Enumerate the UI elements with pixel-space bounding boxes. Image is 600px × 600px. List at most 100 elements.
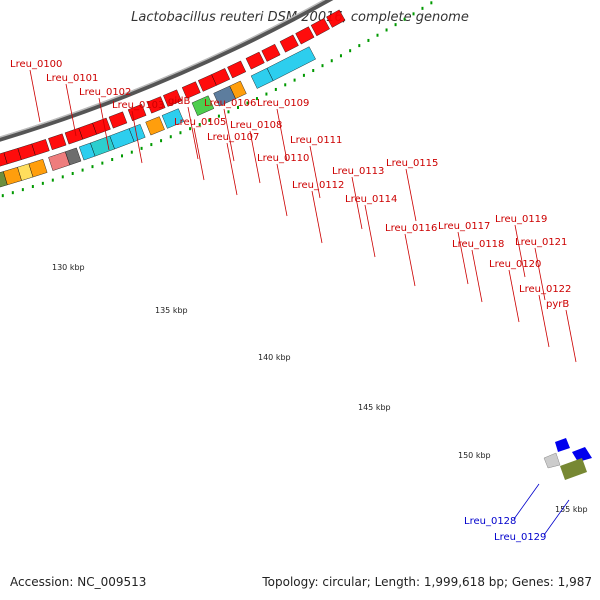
tick-mark <box>284 83 287 87</box>
tick-label: 135 kbp <box>155 306 188 315</box>
gene-label: Lreu_0113 <box>332 166 384 177</box>
tick-mark <box>376 33 379 37</box>
tick-mark <box>61 175 64 179</box>
cds-arrow <box>326 9 346 28</box>
leader-line <box>538 294 550 348</box>
tick-label: 145 kbp <box>358 403 391 412</box>
tick-mark <box>1 194 4 198</box>
feature-block <box>191 95 215 116</box>
feature-block <box>560 458 587 480</box>
cds-arrow <box>48 133 67 151</box>
feature-block <box>266 46 316 81</box>
gene-label: gidB <box>168 96 190 107</box>
gene-label: Lreu_0103 <box>112 100 164 111</box>
feature-block <box>28 158 48 178</box>
tick-label: 150 kbp <box>458 451 491 460</box>
leader-line <box>405 168 417 222</box>
feature-block <box>65 147 82 166</box>
cds-arrow <box>31 139 50 156</box>
backbone-highlight <box>0 0 326 138</box>
tick-mark <box>385 28 388 32</box>
cds-arrow <box>108 111 128 129</box>
gene-label: Lreu_0121 <box>515 237 567 248</box>
tick-mark <box>169 135 172 139</box>
tick-mark <box>403 17 406 21</box>
tick-mark <box>330 59 333 63</box>
gene-label: Lreu_0111 <box>290 135 342 146</box>
cds-arrow <box>163 89 182 107</box>
tick-mark <box>358 44 361 48</box>
tick-mark <box>349 49 352 53</box>
leader-line <box>223 108 235 162</box>
gene-label: Lreu_0101 <box>46 73 98 84</box>
accession-text: Accession: NC_009513 <box>10 575 147 589</box>
tick-mark <box>51 178 54 182</box>
leader-line <box>543 499 570 536</box>
cds-arrow <box>295 26 315 45</box>
leader-line <box>404 233 416 287</box>
leader-line <box>457 231 469 285</box>
tick-mark <box>227 110 230 114</box>
tick-mark <box>21 188 24 192</box>
tick-mark <box>430 1 433 5</box>
gene-label: Lreu_0107 <box>207 132 259 143</box>
gene-label: Lreu_0122 <box>519 284 571 295</box>
leader-line <box>311 190 323 244</box>
tick-mark <box>81 168 84 172</box>
tick-mark <box>246 101 249 105</box>
feature-block <box>543 452 561 469</box>
gene-label: Lreu_0105 <box>174 117 226 128</box>
gene-label: Lreu_0100 <box>10 59 62 70</box>
tick-mark <box>160 139 163 143</box>
leader-line <box>226 142 238 196</box>
tick-mark <box>321 64 324 68</box>
tick-mark <box>130 150 133 154</box>
tick-mark <box>91 165 94 169</box>
leader-line <box>193 127 205 181</box>
tick-mark <box>274 87 277 91</box>
gene-label: Lreu_0109 <box>257 98 309 109</box>
cds-arrow <box>245 51 265 70</box>
gene-label: Lreu_0102 <box>79 87 131 98</box>
tick-mark <box>189 127 192 131</box>
gene-label: Lreu_0128 <box>464 516 516 527</box>
gene-label: Lreu_0114 <box>345 194 397 205</box>
leader-line <box>276 163 288 217</box>
tick-mark <box>71 172 74 176</box>
cds-arrow <box>146 96 166 114</box>
gene-label: Lreu_0106 <box>204 98 256 109</box>
gene-label: Lreu_0118 <box>452 239 504 250</box>
leader-line <box>508 269 520 323</box>
tick-label: 155 kbp <box>555 505 588 514</box>
tick-mark <box>312 69 315 73</box>
tick-mark <box>412 12 415 16</box>
gene-label: pyrB <box>546 299 569 310</box>
gene-label: Lreu_0117 <box>438 221 490 232</box>
leader-line <box>534 247 546 301</box>
cds-arrow <box>227 60 247 79</box>
leader-line <box>565 309 577 363</box>
leader-line <box>65 83 77 137</box>
leader-line <box>351 176 363 230</box>
tick-mark <box>41 181 44 185</box>
tick-mark <box>302 73 305 77</box>
cds-arrow <box>92 117 111 135</box>
tick-label: 130 kbp <box>52 263 85 272</box>
gene-label: Lreu_0110 <box>257 153 309 164</box>
feature-block <box>145 116 165 136</box>
tick-mark <box>140 146 143 150</box>
gene-label: Lreu_0115 <box>386 158 438 169</box>
cds-arrow <box>261 43 281 62</box>
cds-arrow <box>127 104 147 122</box>
tick-mark <box>111 158 114 162</box>
leader-line <box>514 224 526 278</box>
gene-label: Lreu_0129 <box>494 532 546 543</box>
cds-arrow <box>279 34 299 53</box>
backbone-arc <box>0 0 334 142</box>
tick-mark <box>11 191 14 195</box>
leader-line <box>276 108 288 162</box>
cds-arrow <box>310 18 330 37</box>
leader-line <box>249 130 261 184</box>
feature-block <box>128 124 146 142</box>
